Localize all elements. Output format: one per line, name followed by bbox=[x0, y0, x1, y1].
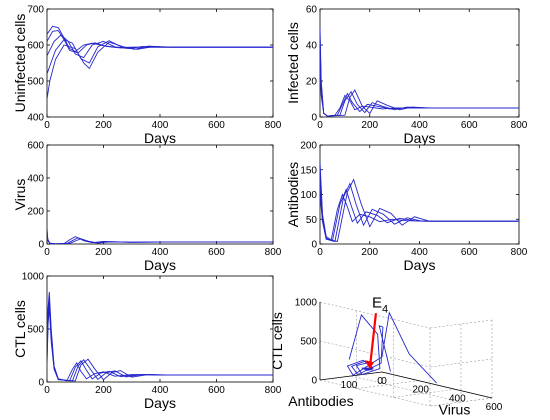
series-line-4 bbox=[320, 178, 519, 243]
y-axis-line bbox=[319, 371, 383, 381]
grid-line bbox=[429, 358, 493, 368]
grid-line bbox=[429, 397, 493, 407]
series-line-4 bbox=[47, 307, 273, 382]
x-tick-label: 0 bbox=[44, 247, 50, 258]
grid-line bbox=[319, 379, 431, 407]
plot-frame bbox=[46, 275, 274, 383]
y-tick-label: 400 bbox=[27, 174, 44, 185]
y-tick-label: 500 bbox=[27, 77, 44, 88]
subplot-uninfected-cells: 0 200 400 600 800 400 500 600 700 Days Uninfected … bbox=[12, 5, 282, 147]
x-tick-label: 200 bbox=[361, 247, 378, 258]
x-tick-label: 600 bbox=[208, 120, 225, 131]
virus-tick-label: 0 bbox=[381, 376, 387, 387]
ctl-axis-label: CTL cells bbox=[269, 312, 285, 370]
x-tick-label: 0 bbox=[44, 385, 50, 396]
subplot-virus: 0 200 400 600 800 0 200 400 600 Days Virus bbox=[12, 141, 282, 274]
x-tick-label: 400 bbox=[411, 120, 428, 131]
x-tick-label: 600 bbox=[461, 247, 478, 258]
y-tick-label: 400 bbox=[27, 113, 44, 124]
ctl-tick-label: 1000 bbox=[295, 298, 318, 309]
grid-line bbox=[350, 375, 462, 403]
x-tick-label: 800 bbox=[511, 247, 528, 258]
virus-tick-label: 400 bbox=[449, 393, 466, 404]
x-tick-label: 800 bbox=[265, 120, 282, 131]
virus-tick-label: 600 bbox=[486, 402, 503, 413]
grid-line bbox=[356, 380, 419, 389]
y-tick-label: 40 bbox=[306, 41, 318, 52]
plot-frame bbox=[319, 144, 520, 245]
grid-line bbox=[429, 319, 493, 329]
trajectory-3 bbox=[346, 311, 437, 384]
x-tick-label: 800 bbox=[511, 120, 528, 131]
x-axis-label: Days bbox=[144, 257, 176, 273]
y-tick-label: 500 bbox=[27, 325, 44, 336]
y-tick-label: 200 bbox=[27, 207, 44, 218]
y-tick-label: 150 bbox=[300, 165, 317, 176]
virus-axis-label: Virus bbox=[439, 401, 471, 417]
y-tick-label: 50 bbox=[306, 215, 318, 226]
x-tick-label: 200 bbox=[95, 247, 112, 258]
x-tick-label: 200 bbox=[95, 120, 112, 131]
virus-tick-label: 200 bbox=[412, 385, 429, 396]
x-tick-label: 0 bbox=[317, 247, 323, 258]
subplot-antibodies: 0 200 400 600 800 0 50 100 150 200 Days Antibodies bbox=[285, 141, 528, 274]
series-line-4 bbox=[320, 66, 519, 117]
antibodies-tick-label: 0 bbox=[377, 376, 383, 387]
ctl-tick-label: 0 bbox=[311, 376, 317, 387]
x-tick-label: 400 bbox=[152, 120, 169, 131]
y-tick-label: 0 bbox=[38, 378, 44, 389]
x-tick-label: 600 bbox=[461, 120, 478, 131]
x-tick-label: 800 bbox=[265, 385, 282, 396]
plot-frame bbox=[46, 8, 274, 118]
y-tick-label: 20 bbox=[306, 77, 318, 88]
plot-frame bbox=[319, 8, 520, 118]
y-tick-label: 60 bbox=[306, 5, 318, 16]
x-tick-label: 800 bbox=[265, 247, 282, 258]
x-axis-label: Days bbox=[144, 395, 176, 411]
antibodies-tick-label: 100 bbox=[341, 380, 358, 391]
subplot-infected-cells: 0 200 400 600 800 0 20 40 60 Days Infected cells bbox=[285, 5, 528, 147]
y-tick-label: 100 bbox=[300, 190, 317, 201]
x-axis-line bbox=[381, 371, 493, 399]
series-line-3 bbox=[47, 234, 273, 244]
y-tick-label: 0 bbox=[311, 240, 317, 251]
y-axis-label: Virus bbox=[12, 179, 28, 211]
x-tick-label: 600 bbox=[208, 385, 225, 396]
x-axis-label: Days bbox=[404, 130, 436, 146]
x-tick-label: 600 bbox=[208, 247, 225, 258]
annotation-arrow bbox=[368, 313, 378, 368]
x-tick-label: 0 bbox=[44, 120, 50, 131]
x-tick-label: 400 bbox=[152, 385, 169, 396]
y-tick-label: 0 bbox=[311, 113, 317, 124]
grid-line bbox=[393, 389, 456, 398]
y-tick-label: 600 bbox=[27, 141, 44, 152]
plot-frame bbox=[46, 144, 274, 245]
x-tick-label: 200 bbox=[361, 120, 378, 131]
x-tick-label: 400 bbox=[152, 247, 169, 258]
subplot-3d-phase-portrait: 0200400600010005001000VirusAntibodiesCTL… bbox=[269, 294, 503, 417]
y-tick-label: 1000 bbox=[22, 272, 45, 283]
x-tick-label: 200 bbox=[95, 385, 112, 396]
annotation-arrowhead bbox=[364, 360, 374, 370]
x-tick-label: 0 bbox=[317, 120, 323, 131]
y-tick-label: 200 bbox=[300, 141, 317, 152]
annotation-label: E4 bbox=[372, 294, 388, 315]
grid-line bbox=[319, 340, 431, 368]
y-axis-label: Uninfected cells bbox=[12, 14, 28, 113]
x-axis-label: Days bbox=[404, 257, 436, 273]
ctl-tick-label: 500 bbox=[300, 337, 317, 348]
annotation-subscript: 4 bbox=[382, 303, 388, 315]
x-tick-label: 400 bbox=[411, 247, 428, 258]
subplot-ctl-cells: 0 200 400 600 800 0 500 1000 Days CTL cells bbox=[12, 272, 282, 412]
y-tick-label: 0 bbox=[38, 240, 44, 251]
antibodies-axis-label: Antibodies bbox=[288, 393, 353, 409]
y-axis-label: Infected cells bbox=[285, 22, 301, 104]
series-line-5 bbox=[47, 41, 273, 100]
y-axis-label: CTL cells bbox=[12, 300, 28, 358]
y-axis-label: Antibodies bbox=[285, 162, 301, 227]
x-axis-label: Days bbox=[144, 130, 176, 146]
y-tick-label: 700 bbox=[27, 5, 44, 16]
y-tick-label: 600 bbox=[27, 41, 44, 52]
